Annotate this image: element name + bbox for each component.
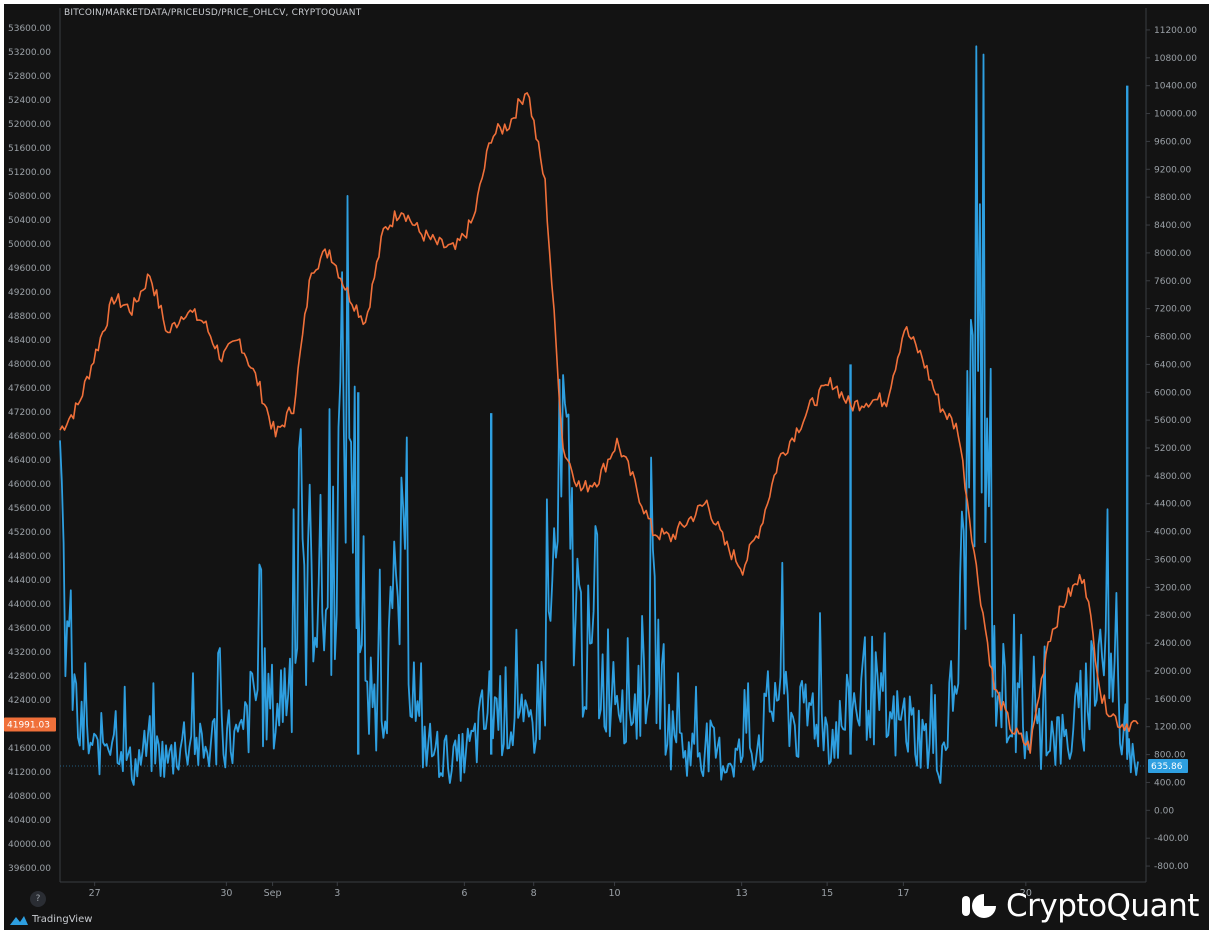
x-tick-label: 17 xyxy=(897,888,909,899)
left-tick-label: 47600.00 xyxy=(8,384,51,394)
volume-line xyxy=(59,45,1139,786)
x-tick-label: Sep xyxy=(264,888,282,899)
left-tick-label: 53200.00 xyxy=(8,48,51,58)
left-tick-label: 43600.00 xyxy=(8,624,51,634)
left-tick-label: 45600.00 xyxy=(8,504,51,514)
left-tick-label: 39600.00 xyxy=(8,864,51,874)
tradingview-label: TradingView xyxy=(32,914,93,925)
price-series xyxy=(59,92,1139,754)
right-tick-label: 5200.00 xyxy=(1154,444,1191,454)
left-tick-label: 52000.00 xyxy=(8,120,51,130)
right-tick-label: 10000.00 xyxy=(1154,110,1197,120)
price-line xyxy=(59,92,1139,754)
right-tick-label: 7200.00 xyxy=(1154,305,1191,315)
left-tick-label: 52400.00 xyxy=(8,96,51,106)
left-tick-label: 40800.00 xyxy=(8,792,51,802)
x-tick-label: 15 xyxy=(821,888,833,899)
price-last-label: 41991.03 xyxy=(7,721,50,731)
last-value-labels: 41991.03 635.86 xyxy=(4,717,1188,774)
left-tick-label: 41600.00 xyxy=(8,744,51,754)
right-tick-label: 800.00 xyxy=(1154,751,1186,761)
right-tick-label: 8000.00 xyxy=(1154,249,1191,259)
left-tick-label: 49200.00 xyxy=(8,288,51,298)
left-tick-label: 46000.00 xyxy=(8,480,51,490)
price-last-badge xyxy=(4,717,56,732)
left-axis: 53600.00 53200.00 52800.00 52400.00 52000.00… xyxy=(8,24,51,874)
right-tick-label: -800.00 xyxy=(1154,862,1189,872)
chart-frame: 53600.00 53200.00 52800.00 52400.00 52000.00… xyxy=(4,4,1209,930)
left-tick-label: 46400.00 xyxy=(8,456,51,466)
left-tick-label: 50400.00 xyxy=(8,216,51,226)
cryptoquant-icon xyxy=(962,894,996,918)
left-tick-label: 47200.00 xyxy=(8,408,51,418)
left-tick-label: 48400.00 xyxy=(8,336,51,346)
right-tick-label: 6800.00 xyxy=(1154,333,1191,343)
left-tick-label: 52800.00 xyxy=(8,72,51,82)
x-tick-label: 30 xyxy=(220,888,232,899)
left-tick-label: 50000.00 xyxy=(8,240,51,250)
right-tick-label: 3200.00 xyxy=(1154,583,1191,593)
left-tick-label: 40400.00 xyxy=(8,816,51,826)
volume-series xyxy=(59,45,1146,786)
right-tick-label: 3600.00 xyxy=(1154,555,1191,565)
right-tick-label: 400.00 xyxy=(1154,778,1186,788)
left-tick-label: 51600.00 xyxy=(8,144,51,154)
right-tick-label: 6400.00 xyxy=(1154,360,1191,370)
x-tick-label: 10 xyxy=(609,888,621,899)
right-tick-label: 1600.00 xyxy=(1154,695,1191,705)
left-tick-label: 44800.00 xyxy=(8,552,51,562)
right-tick-label: 10400.00 xyxy=(1154,82,1197,92)
right-tick-label: 2800.00 xyxy=(1154,611,1191,621)
tradingview-branding[interactable]: TradingView xyxy=(10,914,92,925)
x-tick-label: 8 xyxy=(531,888,537,899)
right-tick-label: 9600.00 xyxy=(1154,137,1191,147)
cryptoquant-label: CryptoQuant xyxy=(1006,888,1199,924)
left-tick-label: 48800.00 xyxy=(8,312,51,322)
left-tick-label: 49600.00 xyxy=(8,264,51,274)
left-tick-label: 46800.00 xyxy=(8,432,51,442)
right-tick-label: 10800.00 xyxy=(1154,54,1197,64)
cryptoquant-logo: CryptoQuant xyxy=(962,888,1199,924)
left-tick-label: 43200.00 xyxy=(8,648,51,658)
left-tick-label: 40000.00 xyxy=(8,840,51,850)
volume-last-badge xyxy=(1148,759,1188,774)
x-tick-label: 3 xyxy=(334,888,340,899)
left-tick-label: 42400.00 xyxy=(8,696,51,706)
timezone-button[interactable]: ? xyxy=(30,891,46,907)
left-tick-label: 50800.00 xyxy=(8,192,51,202)
left-tick-label: 51200.00 xyxy=(8,168,51,178)
left-tick-label: 42800.00 xyxy=(8,672,51,682)
right-tick-label: 8800.00 xyxy=(1154,193,1191,203)
right-tick-label: 0.00 xyxy=(1154,806,1174,816)
right-tick-label: 1200.00 xyxy=(1154,723,1191,733)
chart-title: BITCOIN/MARKETDATA/PRICEUSD/PRICE_OHLCV,… xyxy=(64,8,362,18)
x-tick-label: 13 xyxy=(736,888,748,899)
left-tick-label: 44000.00 xyxy=(8,600,51,610)
right-tick-label: 4800.00 xyxy=(1154,472,1191,482)
right-tick-label: 6000.00 xyxy=(1154,388,1191,398)
x-axis: 27 30 Sep 3 6 8 10 13 15 17 20 xyxy=(89,882,1032,899)
x-tick-label: 27 xyxy=(89,888,101,899)
right-tick-label: 5600.00 xyxy=(1154,416,1191,426)
right-tick-label: 9200.00 xyxy=(1154,165,1191,175)
x-tick-label: 6 xyxy=(461,888,467,899)
left-tick-label: 53600.00 xyxy=(8,24,51,34)
right-tick-label: 2000.00 xyxy=(1154,667,1191,677)
right-tick-label: 4400.00 xyxy=(1154,500,1191,510)
right-tick-label: 2400.00 xyxy=(1154,639,1191,649)
tradingview-icon xyxy=(10,915,28,925)
right-tick-label: 8400.00 xyxy=(1154,221,1191,231)
right-tick-label: -400.00 xyxy=(1154,834,1189,844)
right-tick-label: 4000.00 xyxy=(1154,528,1191,538)
left-tick-label: 41200.00 xyxy=(8,768,51,778)
chart-canvas: 53600.00 53200.00 52800.00 52400.00 52000.00… xyxy=(4,8,1197,899)
right-tick-label: 7600.00 xyxy=(1154,277,1191,287)
right-axis: 11200.00 10800.00 10400.00 10000.00 9600.00 9… xyxy=(1146,26,1197,872)
x-tick-label: 20 xyxy=(1020,888,1032,899)
left-tick-label: 48000.00 xyxy=(8,360,51,370)
left-tick-label: 44400.00 xyxy=(8,576,51,586)
volume-last-label: 635.86 xyxy=(1151,762,1183,772)
right-tick-label: 11200.00 xyxy=(1154,26,1197,36)
left-tick-label: 45200.00 xyxy=(8,528,51,538)
